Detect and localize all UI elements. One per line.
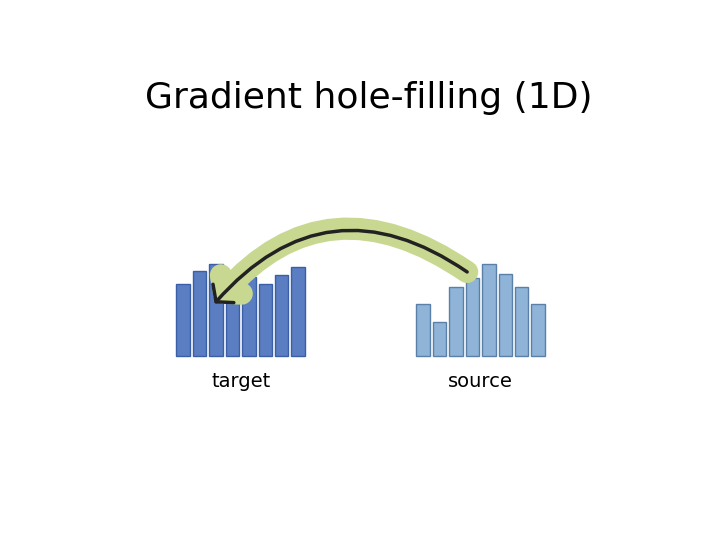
Bar [515,287,528,356]
Bar [176,284,190,356]
Bar [292,267,305,356]
Bar [242,278,256,356]
Bar [531,305,545,356]
Bar [416,305,430,356]
Bar [275,275,289,356]
Bar [466,278,479,356]
Bar [226,284,239,356]
Text: target: target [211,373,270,392]
Bar [258,284,272,356]
Bar [433,321,446,356]
Bar [193,271,207,356]
Bar [482,265,495,356]
Text: source: source [448,373,513,392]
Bar [449,287,463,356]
Text: Gradient hole-filling (1D): Gradient hole-filling (1D) [145,82,593,116]
Bar [210,265,222,356]
Bar [498,274,512,356]
